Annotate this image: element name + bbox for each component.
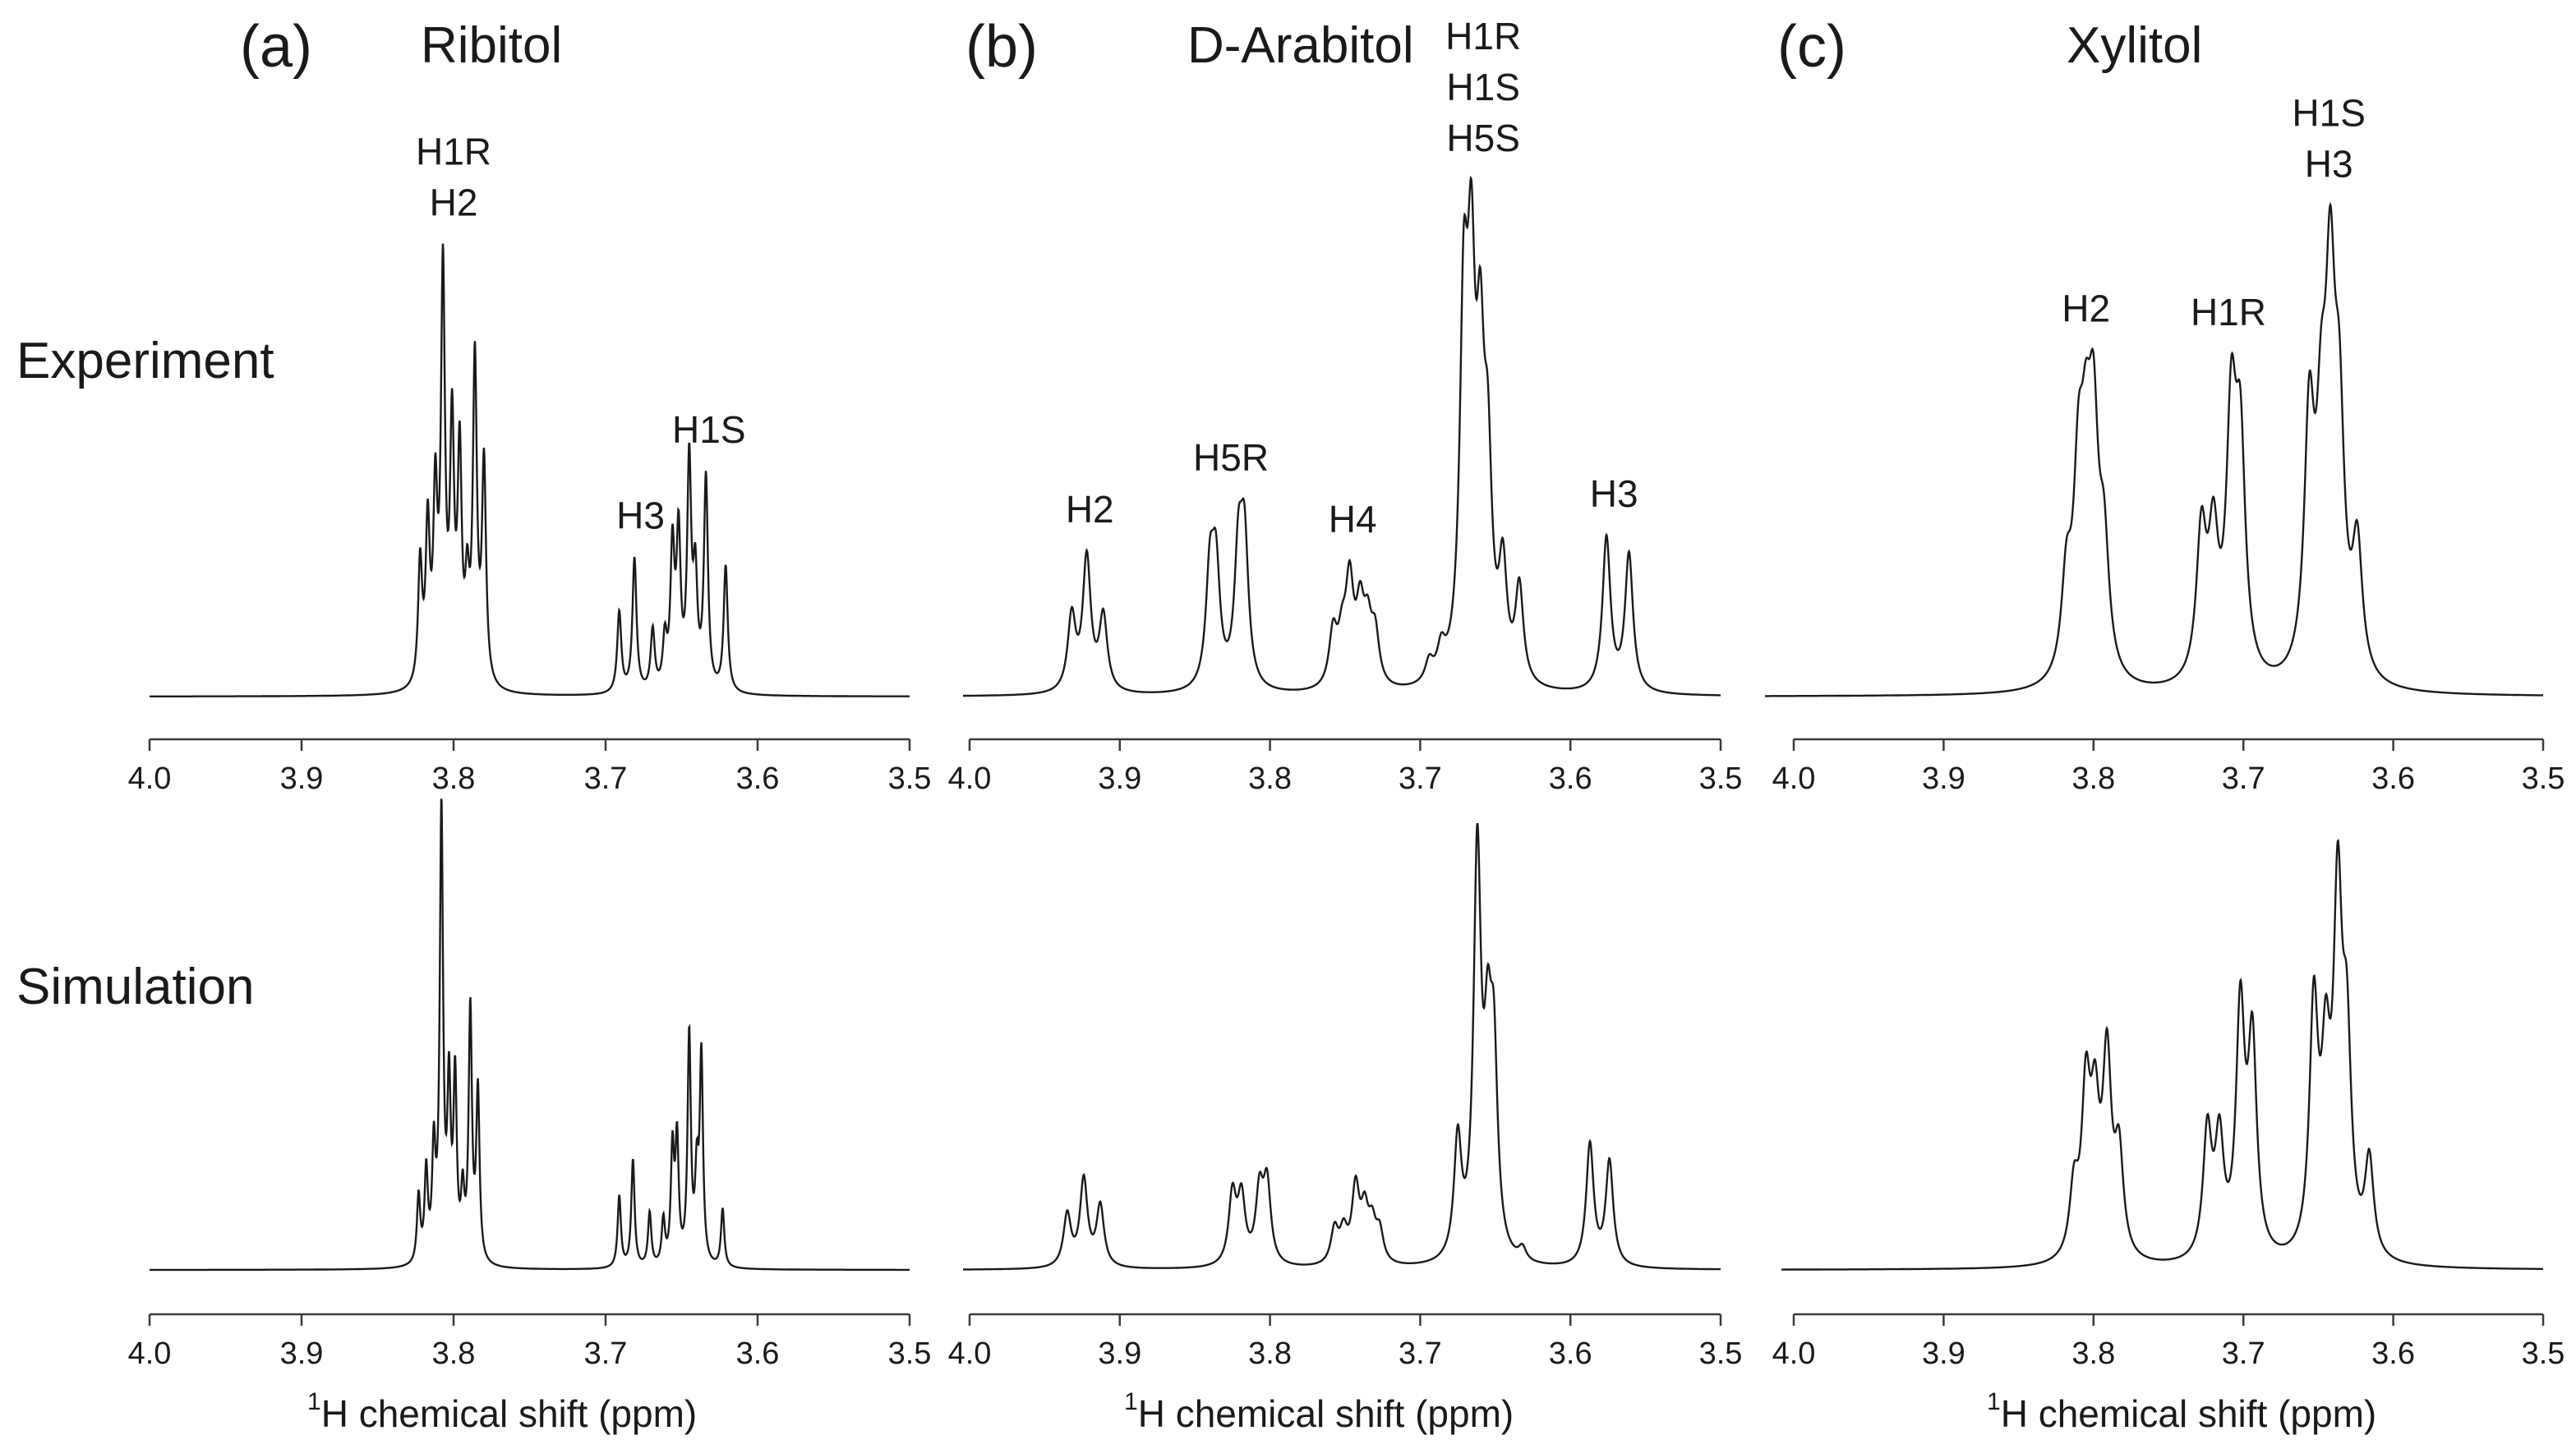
peak-label-3-5-1: H3 xyxy=(1590,472,1638,515)
x-tick-label-5-2: 3.9 xyxy=(1922,761,1965,796)
panel-b-title: D-Arabitol xyxy=(1187,16,1414,75)
x-tick-label-3-3: 3.8 xyxy=(1248,761,1292,796)
x-tick-label-3-5: 3.6 xyxy=(1549,761,1592,796)
peak-label-1-1-2: H2 xyxy=(430,181,478,223)
peak-label-3-2-1: H5R xyxy=(1193,436,1269,479)
x-axis-title-b-sup: 1 xyxy=(1124,1388,1138,1415)
peak-label-5-1-1: H2 xyxy=(2062,287,2110,329)
panel-a-title: Ribitol xyxy=(421,16,562,75)
peak-label-5-3-2: H3 xyxy=(2305,142,2353,185)
x-tick-label-2-2: 3.9 xyxy=(280,1336,324,1371)
x-tick-label-5-6: 3.5 xyxy=(2522,761,2565,796)
panel-b-title-prefix: D xyxy=(1187,17,1224,74)
x-tick-label-2-6: 3.5 xyxy=(888,1336,932,1371)
x-axis-title-c-sup: 1 xyxy=(1987,1388,2001,1415)
peak-label-3-3-1: H4 xyxy=(1329,498,1377,540)
x-tick-label-1-3: 3.8 xyxy=(432,761,476,796)
x-tick-label-6-2: 3.9 xyxy=(1922,1336,1965,1371)
peak-label-5-3-1: H1S xyxy=(2292,91,2365,134)
x-tick-label-3-1: 4.0 xyxy=(948,761,992,796)
spectrum-line-2 xyxy=(150,798,910,1272)
x-tick-label-2-4: 3.7 xyxy=(584,1336,628,1371)
x-tick-label-1-6: 3.5 xyxy=(888,761,932,796)
x-tick-label-1-2: 3.9 xyxy=(280,761,324,796)
x-tick-label-4-3: 3.8 xyxy=(1248,1336,1292,1371)
x-tick-label-6-6: 3.5 xyxy=(2522,1336,2565,1371)
spectrum-line-6 xyxy=(1781,839,2543,1271)
x-axis-title-a-text: H chemical shift (ppm) xyxy=(320,1392,698,1435)
panel-c-title-name: Xylitol xyxy=(2067,17,2203,74)
peak-label-1-1-1: H1R xyxy=(416,130,491,172)
panel-c-title: Xylitol xyxy=(2067,16,2202,75)
x-tick-label-1-5: 3.6 xyxy=(736,761,780,796)
panel-a-title-name: Ribitol xyxy=(421,17,563,74)
peak-label-3-4-1: H1R xyxy=(1445,15,1521,58)
x-tick-label-3-2: 3.9 xyxy=(1098,761,1141,796)
x-tick-label-4-6: 3.5 xyxy=(1699,1336,1743,1371)
x-axis-title-a: 1H chemical shift (ppm) xyxy=(307,1388,698,1436)
x-tick-label-6-5: 3.6 xyxy=(2371,1336,2415,1371)
row-label-experiment: Experiment xyxy=(16,333,274,389)
x-tick-label-4-4: 3.7 xyxy=(1399,1336,1442,1371)
x-tick-label-4-2: 3.9 xyxy=(1098,1336,1141,1371)
x-tick-label-5-5: 3.6 xyxy=(2371,761,2415,796)
x-tick-label-3-6: 3.5 xyxy=(1699,761,1743,796)
x-axis-title-c-text: H chemical shift (ppm) xyxy=(2000,1392,2377,1435)
x-tick-label-1-1: 4.0 xyxy=(128,761,172,796)
x-tick-label-5-3: 3.8 xyxy=(2071,761,2115,796)
row-label-simulation: Simulation xyxy=(16,959,255,1015)
x-tick-label-6-1: 4.0 xyxy=(1772,1336,1816,1371)
peak-label-1-3-1: H1S xyxy=(672,408,745,451)
x-tick-label-2-3: 3.8 xyxy=(432,1336,476,1371)
peak-label-3-1-1: H2 xyxy=(1066,488,1114,531)
x-tick-label-5-1: 4.0 xyxy=(1772,761,1816,796)
spectrum-line-1 xyxy=(150,243,910,697)
x-tick-label-1-4: 3.7 xyxy=(584,761,628,796)
panel-c-letter: (c) xyxy=(1777,14,1846,80)
peak-label-3-4-2: H1S xyxy=(1446,66,1519,108)
x-tick-label-3-4: 3.7 xyxy=(1399,761,1442,796)
peak-label-3-4-3: H5S xyxy=(1446,117,1519,159)
peak-label-5-2-1: H1R xyxy=(2191,291,2266,334)
x-axis-title-b: 1H chemical shift (ppm) xyxy=(1124,1388,1514,1436)
x-tick-label-4-1: 4.0 xyxy=(948,1336,992,1371)
x-axis-title-c: 1H chemical shift (ppm) xyxy=(1987,1388,2377,1436)
panel-b-title-name: -Arabitol xyxy=(1223,17,1414,74)
x-tick-label-6-3: 3.8 xyxy=(2071,1336,2115,1371)
spectrum-line-5 xyxy=(1765,201,2543,697)
x-axis-title-a-sup: 1 xyxy=(307,1388,321,1415)
x-tick-label-6-4: 3.7 xyxy=(2222,1336,2265,1371)
x-tick-label-5-4: 3.7 xyxy=(2222,761,2265,796)
panel-b-letter: (b) xyxy=(965,14,1038,80)
spectrum-line-3 xyxy=(963,175,1721,697)
x-tick-label-2-1: 4.0 xyxy=(128,1336,172,1371)
x-tick-label-4-5: 3.6 xyxy=(1549,1336,1592,1371)
panel-a-letter: (a) xyxy=(240,14,312,80)
spectrum-line-4 xyxy=(963,822,1721,1271)
x-axis-title-b-text: H chemical shift (ppm) xyxy=(1137,1392,1514,1435)
peak-label-1-2-1: H3 xyxy=(616,494,665,537)
x-tick-label-2-5: 3.6 xyxy=(736,1336,780,1371)
